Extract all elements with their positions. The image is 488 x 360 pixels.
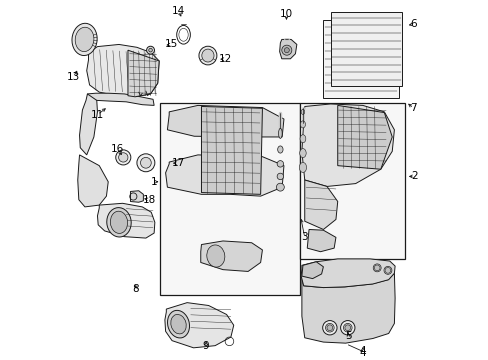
Ellipse shape (202, 49, 214, 62)
Polygon shape (80, 94, 97, 155)
Ellipse shape (110, 211, 127, 233)
Ellipse shape (116, 150, 131, 165)
Text: 12: 12 (219, 54, 232, 64)
Ellipse shape (137, 154, 155, 172)
Bar (323, 21, 398, 98)
Polygon shape (337, 105, 391, 169)
Bar (330, 12, 402, 86)
Text: 4: 4 (359, 348, 366, 358)
Ellipse shape (278, 129, 282, 138)
Polygon shape (165, 155, 284, 196)
Ellipse shape (199, 46, 217, 65)
Ellipse shape (383, 266, 391, 274)
Polygon shape (167, 105, 284, 137)
Circle shape (384, 267, 390, 273)
Ellipse shape (277, 173, 283, 180)
Text: 10: 10 (279, 9, 292, 19)
Text: 1: 1 (150, 177, 157, 187)
Circle shape (326, 325, 332, 330)
Ellipse shape (119, 153, 128, 162)
Polygon shape (306, 229, 335, 252)
Text: 13: 13 (66, 72, 80, 82)
Bar (160, 103, 300, 295)
Ellipse shape (277, 161, 283, 167)
Ellipse shape (206, 245, 224, 267)
Circle shape (284, 48, 289, 53)
Ellipse shape (140, 157, 151, 168)
Ellipse shape (322, 320, 336, 335)
Ellipse shape (146, 46, 154, 54)
Ellipse shape (340, 320, 354, 335)
Ellipse shape (372, 264, 380, 272)
Ellipse shape (167, 310, 189, 338)
Ellipse shape (148, 48, 152, 52)
Polygon shape (279, 40, 296, 59)
Polygon shape (86, 44, 159, 97)
Text: 11: 11 (91, 110, 104, 120)
Ellipse shape (276, 183, 284, 191)
Text: 6: 6 (409, 19, 416, 29)
Bar (300, 103, 405, 259)
Circle shape (373, 265, 379, 271)
Ellipse shape (277, 146, 283, 153)
Polygon shape (304, 180, 337, 229)
Polygon shape (97, 203, 155, 238)
Text: 14: 14 (172, 6, 185, 16)
Text: 7: 7 (409, 103, 416, 113)
Ellipse shape (300, 135, 305, 143)
Circle shape (281, 45, 291, 55)
Polygon shape (201, 241, 262, 271)
Text: 16: 16 (111, 144, 124, 154)
Text: 5: 5 (345, 331, 351, 341)
Polygon shape (87, 93, 154, 105)
Ellipse shape (343, 323, 351, 332)
Ellipse shape (325, 323, 333, 332)
Text: 8: 8 (132, 284, 139, 294)
Ellipse shape (75, 27, 94, 51)
Ellipse shape (300, 121, 305, 128)
Polygon shape (128, 50, 159, 97)
Ellipse shape (72, 23, 97, 55)
Polygon shape (301, 273, 394, 343)
Ellipse shape (299, 149, 305, 158)
Text: 9: 9 (203, 341, 209, 351)
Polygon shape (301, 262, 323, 279)
Polygon shape (301, 259, 394, 288)
Ellipse shape (299, 162, 306, 172)
Polygon shape (130, 191, 143, 202)
Polygon shape (78, 155, 108, 207)
Text: 18: 18 (142, 195, 155, 205)
Ellipse shape (170, 314, 186, 334)
Circle shape (344, 325, 350, 330)
Text: 17: 17 (172, 158, 185, 168)
Text: 15: 15 (164, 40, 178, 49)
Text: 3: 3 (301, 232, 307, 242)
Text: 4: 4 (359, 346, 366, 356)
Ellipse shape (106, 208, 131, 237)
Ellipse shape (301, 109, 304, 114)
Polygon shape (164, 303, 233, 348)
Text: 2: 2 (411, 171, 417, 181)
Polygon shape (201, 107, 262, 194)
Polygon shape (301, 104, 394, 186)
